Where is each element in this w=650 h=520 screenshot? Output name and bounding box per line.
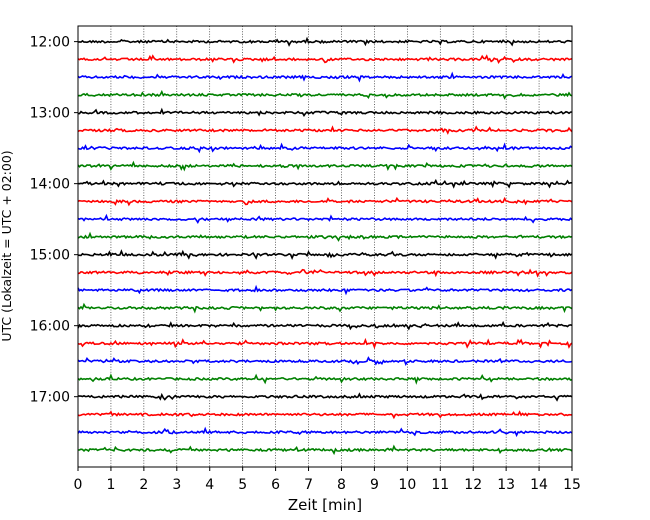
trace-1200 bbox=[77, 36, 573, 47]
y-axis: 12:00 13:00 14:00 15:00 16:00 17:00 bbox=[30, 35, 78, 406]
plot-frame bbox=[77, 25, 573, 468]
trace-1315 bbox=[77, 125, 573, 135]
x-tick-label: 13 bbox=[497, 477, 515, 493]
trace-1330 bbox=[77, 142, 573, 154]
x-tick-label: 11 bbox=[431, 477, 449, 493]
trace-1500 bbox=[77, 249, 573, 261]
y-tick-label: 13:00 bbox=[30, 106, 70, 122]
y-tick-label: 12:00 bbox=[30, 35, 70, 51]
x-axis-label: Zeit [min] bbox=[288, 496, 362, 514]
trace-1600 bbox=[77, 320, 573, 331]
trace-1715 bbox=[77, 410, 573, 420]
trace-1445 bbox=[77, 231, 573, 242]
trace-1415 bbox=[77, 196, 573, 207]
trace-1230 bbox=[77, 71, 573, 83]
trace-1430 bbox=[77, 213, 573, 225]
x-tick-label: 2 bbox=[139, 477, 148, 493]
trace-1645 bbox=[77, 373, 573, 385]
trace-1615 bbox=[77, 337, 573, 350]
y-tick-label: 16:00 bbox=[30, 319, 70, 335]
trace-1215 bbox=[77, 54, 573, 65]
x-tick-label: 5 bbox=[238, 477, 247, 493]
x-tick-label: 7 bbox=[304, 477, 313, 493]
trace-1300 bbox=[78, 107, 573, 117]
traces bbox=[77, 36, 573, 456]
y-tick-label: 14:00 bbox=[30, 177, 70, 193]
trace-1700 bbox=[77, 392, 573, 402]
trace-1530 bbox=[77, 284, 573, 296]
x-tick-label: 14 bbox=[530, 477, 548, 493]
x-axis: 0 1 2 3 4 5 6 7 8 9 10 11 12 13 14 15 bbox=[74, 467, 581, 493]
y-axis-label: UTC (Lokalzeit = UTC + 02:00) bbox=[0, 150, 14, 341]
trace-1515 bbox=[77, 268, 573, 278]
trace-1730 bbox=[77, 426, 573, 438]
x-tick-label: 9 bbox=[370, 477, 379, 493]
y-tick-label: 17:00 bbox=[30, 390, 70, 406]
trace-1345 bbox=[77, 160, 573, 172]
trace-1630 bbox=[77, 356, 573, 366]
trace-1245 bbox=[77, 89, 573, 100]
x-tick-label: 15 bbox=[563, 477, 581, 493]
plot-background bbox=[78, 26, 572, 467]
trace-1745 bbox=[77, 444, 573, 456]
x-tick-label: 3 bbox=[172, 477, 181, 493]
y-tick-label: 15:00 bbox=[30, 248, 70, 264]
x-tick-label: 0 bbox=[74, 477, 83, 493]
x-tick-label: 4 bbox=[205, 477, 214, 493]
x-tick-label: 8 bbox=[337, 477, 346, 493]
grid-lines bbox=[110, 26, 540, 467]
x-tick-label: 6 bbox=[271, 477, 280, 493]
trace-1400 bbox=[77, 178, 572, 189]
x-tick-label: 12 bbox=[464, 477, 482, 493]
trace-1545 bbox=[77, 302, 573, 314]
x-tick-label: 1 bbox=[106, 477, 115, 493]
x-tick-label: 10 bbox=[398, 477, 416, 493]
